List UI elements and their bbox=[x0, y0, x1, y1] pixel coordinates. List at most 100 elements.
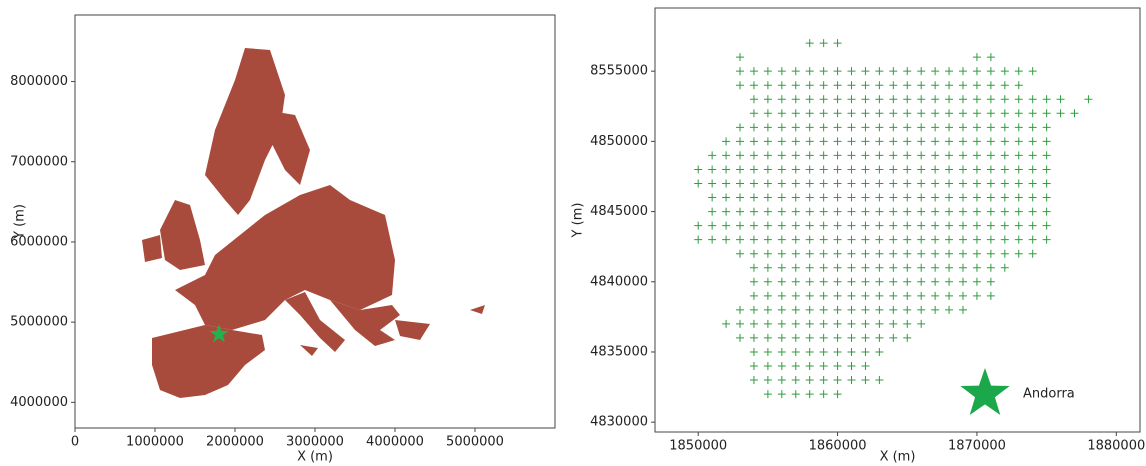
point-plus bbox=[1000, 151, 1009, 160]
point-plus bbox=[1084, 95, 1093, 104]
point-plus bbox=[819, 362, 828, 371]
point-plus bbox=[805, 179, 814, 188]
point-plus bbox=[1000, 95, 1009, 104]
point-plus bbox=[819, 81, 828, 90]
point-plus bbox=[791, 347, 800, 356]
land-region bbox=[470, 305, 485, 314]
point-plus bbox=[749, 221, 758, 230]
point-plus bbox=[833, 151, 842, 160]
y-tick-label: 4850000 bbox=[590, 134, 648, 149]
point-plus bbox=[972, 109, 981, 118]
point-plus bbox=[805, 319, 814, 328]
point-plus bbox=[847, 305, 856, 314]
point-plus bbox=[1000, 221, 1009, 230]
point-plus bbox=[1028, 151, 1037, 160]
x-tick-label: 1000000 bbox=[126, 435, 184, 450]
point-plus bbox=[791, 333, 800, 342]
point-plus bbox=[736, 235, 745, 244]
point-plus bbox=[945, 207, 954, 216]
point-plus bbox=[1014, 81, 1023, 90]
point-plus bbox=[805, 362, 814, 371]
point-plus bbox=[889, 319, 898, 328]
y-tick-label: 4840000 bbox=[590, 274, 648, 289]
point-plus bbox=[1000, 123, 1009, 132]
point-plus bbox=[861, 81, 870, 90]
point-plus bbox=[875, 67, 884, 76]
point-plus bbox=[819, 291, 828, 300]
point-plus bbox=[1028, 249, 1037, 258]
point-plus bbox=[805, 151, 814, 160]
y-tick-label: 5000000 bbox=[10, 315, 68, 330]
point-plus bbox=[833, 277, 842, 286]
point-plus bbox=[791, 151, 800, 160]
point-plus bbox=[889, 207, 898, 216]
point-plus bbox=[861, 263, 870, 272]
point-plus bbox=[931, 81, 940, 90]
point-plus bbox=[875, 95, 884, 104]
point-plus bbox=[833, 193, 842, 202]
point-plus bbox=[722, 221, 731, 230]
y-tick-label: 7000000 bbox=[10, 154, 68, 169]
point-plus bbox=[917, 305, 926, 314]
x-tick-label: 5000000 bbox=[446, 435, 504, 450]
point-plus bbox=[736, 123, 745, 132]
point-plus bbox=[931, 263, 940, 272]
point-plus bbox=[833, 291, 842, 300]
point-plus bbox=[805, 95, 814, 104]
point-plus bbox=[1000, 235, 1009, 244]
point-plus bbox=[903, 291, 912, 300]
point-plus bbox=[945, 81, 954, 90]
point-plus bbox=[903, 305, 912, 314]
point-plus bbox=[917, 235, 926, 244]
x-tick-label: 1850000 bbox=[669, 439, 727, 454]
point-plus bbox=[763, 263, 772, 272]
point-plus bbox=[763, 193, 772, 202]
point-plus bbox=[805, 81, 814, 90]
point-plus bbox=[945, 123, 954, 132]
point-plus bbox=[903, 235, 912, 244]
point-plus bbox=[819, 235, 828, 244]
point-plus bbox=[1014, 193, 1023, 202]
x-axis-label: X (m) bbox=[880, 450, 916, 465]
point-plus bbox=[945, 193, 954, 202]
point-plus bbox=[875, 319, 884, 328]
point-plus bbox=[1028, 193, 1037, 202]
point-plus bbox=[708, 165, 717, 174]
point-plus bbox=[861, 291, 870, 300]
point-plus bbox=[917, 95, 926, 104]
point-plus bbox=[708, 207, 717, 216]
point-plus bbox=[805, 235, 814, 244]
point-plus bbox=[917, 207, 926, 216]
point-plus bbox=[959, 291, 968, 300]
point-plus bbox=[959, 137, 968, 146]
y-axis-label: Y (m) bbox=[13, 204, 28, 240]
point-plus bbox=[819, 193, 828, 202]
point-plus bbox=[722, 165, 731, 174]
point-plus bbox=[959, 277, 968, 286]
point-plus bbox=[889, 137, 898, 146]
point-plus bbox=[791, 193, 800, 202]
point-plus bbox=[763, 390, 772, 399]
point-plus bbox=[861, 95, 870, 104]
point-plus bbox=[1042, 207, 1051, 216]
point-plus bbox=[777, 305, 786, 314]
point-plus bbox=[931, 137, 940, 146]
point-plus bbox=[1042, 151, 1051, 160]
point-plus bbox=[708, 221, 717, 230]
point-plus bbox=[931, 305, 940, 314]
point-plus bbox=[833, 235, 842, 244]
point-plus bbox=[1070, 109, 1079, 118]
point-plus bbox=[986, 109, 995, 118]
point-plus bbox=[763, 333, 772, 342]
point-plus bbox=[694, 221, 703, 230]
point-plus bbox=[805, 39, 814, 48]
point-plus bbox=[791, 179, 800, 188]
point-plus bbox=[917, 109, 926, 118]
point-plus bbox=[986, 221, 995, 230]
point-plus bbox=[903, 137, 912, 146]
point-plus bbox=[722, 207, 731, 216]
point-plus bbox=[986, 165, 995, 174]
point-plus bbox=[736, 81, 745, 90]
point-plus bbox=[819, 319, 828, 328]
point-plus bbox=[749, 376, 758, 385]
